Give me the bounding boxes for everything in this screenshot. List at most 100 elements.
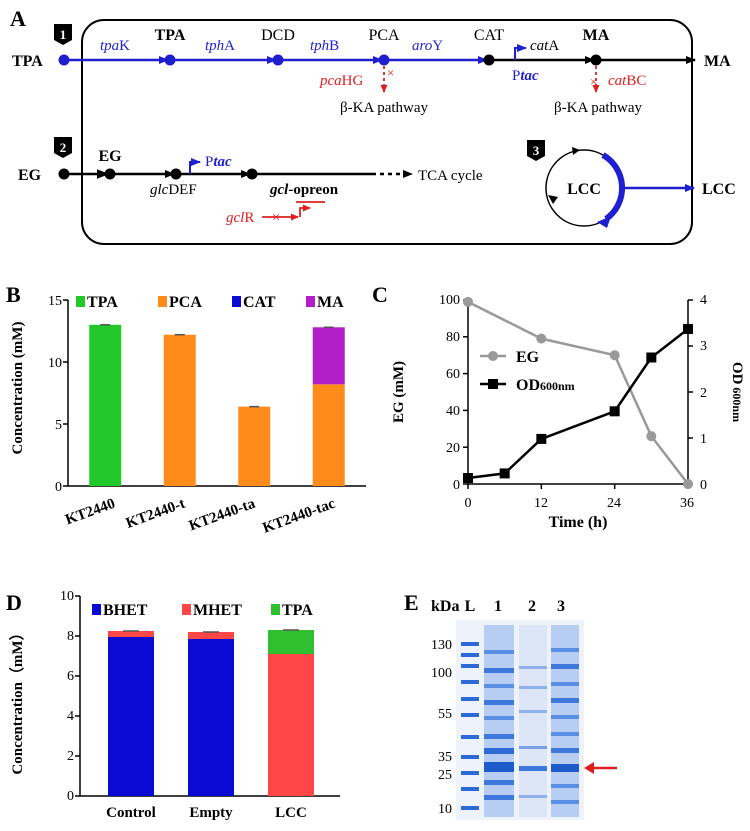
b-ytick: 5 [55, 418, 62, 433]
c-xtick: 0 [465, 496, 472, 511]
cata-label: catA [530, 38, 559, 54]
pcahg-cross-icon: × [387, 65, 394, 80]
bar-tpa-2 [268, 630, 314, 654]
bar-tpa-0 [89, 324, 122, 486]
c-xtick: 36 [680, 496, 694, 511]
d-xtick: Control [106, 805, 156, 821]
d-ytick: 2 [67, 749, 74, 764]
panel-d-legend: BHET MHET TPA [92, 602, 313, 619]
dcd-label: DCD [261, 27, 295, 44]
panel-c-letter: C [372, 282, 388, 307]
lane-label-2: 2 [528, 598, 536, 615]
od-point [646, 352, 657, 363]
b-ytick: 10 [48, 356, 62, 371]
panel-a: A 1 TPA tpaK TPA tphA DCD tphB PCA aroY … [10, 6, 736, 245]
legend-bhet: BHET [103, 602, 148, 619]
ptac2-promoter-icon [189, 158, 201, 174]
panel-b-legend: TPA PCA CAT MA [76, 294, 344, 311]
legend-swatch-pca [158, 296, 167, 307]
svg-text:3: 3 [533, 143, 540, 158]
panel-c: C EG (mM) OD 600nm 0 20 40 60 80 100 0 1… [372, 282, 745, 531]
panel-b-plot [63, 299, 366, 487]
c-ytick-left: 20 [446, 441, 460, 456]
b-ytick: 0 [55, 480, 62, 495]
marker-labels: 130 100 55 35 25 10 [431, 638, 452, 817]
glcdef-label: glcDEF [150, 182, 197, 198]
od-point [463, 473, 473, 484]
bar-mhet-0 [108, 631, 154, 637]
lcc-plasmid-label: LCC [567, 181, 601, 198]
bar-bhet-1 [188, 639, 234, 796]
d-xtick: LCC [275, 805, 307, 821]
gcl-operon-label: gcl-opreon [269, 182, 339, 198]
pca-label: PCA [368, 27, 400, 44]
legend-swatch-tpa-d [271, 604, 280, 615]
d-ytick: 4 [67, 709, 74, 724]
legend-eg-marker [488, 351, 498, 361]
lane-1 [484, 625, 514, 817]
panel-c-legend: EG OD600nm [480, 349, 575, 394]
tpa-external-label: TPA [12, 53, 43, 70]
ptac-label: Ptac [512, 68, 539, 84]
lane-label-1: 1 [494, 598, 502, 615]
eg-intracellular-label: EG [98, 148, 122, 165]
d-ytick: 6 [67, 669, 74, 684]
sds-page-gel [456, 620, 584, 820]
eg-point [609, 350, 620, 361]
kda-label: kDa [431, 598, 459, 615]
legend-swatch-ma [306, 296, 315, 307]
b-ytick: 15 [48, 294, 62, 309]
eg-node-ext [58, 168, 70, 180]
dcd-node [272, 54, 284, 66]
panel-c-xticks: 0 12 24 36 [465, 496, 695, 511]
panel-b-letter: B [6, 282, 21, 307]
panel-c-ylabel-right: OD 600nm [729, 362, 745, 422]
badge-1: 1 [54, 24, 72, 45]
bka-pathway-2: β-KA pathway [554, 100, 643, 116]
gclr-cross-icon: × [272, 210, 280, 226]
lane-2 [519, 625, 547, 817]
c-xtick: 24 [607, 496, 621, 511]
tphb-label: tphB [310, 38, 339, 54]
panel-d-letter: D [6, 590, 22, 615]
tpak-label: tpaK [100, 38, 130, 54]
tca-cycle-label: TCA cycle [418, 168, 483, 184]
panel-c-xlabel: Time (h) [549, 514, 608, 531]
svg-text:1: 1 [60, 27, 67, 42]
panel-b-ylabel: Concentration (mM) [10, 322, 26, 455]
c-ytick-right: 1 [700, 432, 707, 447]
legend-tpa-d: TPA [282, 602, 313, 619]
panel-e: E kDa L 1 2 3 [404, 590, 617, 820]
c-ytick-right: 2 [700, 386, 707, 401]
panel-c-yticks-right: 0 1 2 3 4 [700, 293, 707, 493]
c-ytick-left: 100 [439, 293, 460, 308]
c-ytick-left: 80 [446, 330, 460, 345]
c-xtick: 12 [534, 496, 548, 511]
gclr-label: gclR [226, 210, 254, 226]
c-ytick-left: 60 [446, 367, 460, 382]
lane-label-3: 3 [557, 598, 565, 615]
catbc-cross-icon: × [590, 74, 597, 89]
legend-swatch-bhet [92, 604, 101, 615]
panel-d-xticks: Control Empty LCC [106, 805, 307, 821]
eg-external-label: EG [18, 167, 42, 184]
legend-swatch-cat [232, 296, 241, 307]
ma-external-label: MA [704, 53, 731, 70]
panel-b-xticks: KT2440 KT2440-t KT2440-ta KT2440-tac [63, 496, 337, 537]
panel-e-letter: E [404, 590, 419, 615]
tpa-intracellular-label: TPA [155, 27, 186, 44]
pcahg-label: pcaHG [319, 73, 364, 89]
panel-b-yticks: 0 5 10 15 [48, 294, 62, 495]
eg-point [463, 296, 473, 307]
c-ytick-left: 0 [453, 478, 460, 493]
od-point [609, 406, 620, 417]
tpa-node-ext [58, 54, 70, 66]
pca-node [378, 54, 390, 66]
b-xtick: KT2440-tac [261, 496, 338, 537]
c-ytick-right: 4 [700, 293, 707, 308]
eg-node [104, 168, 116, 180]
eg-point [536, 333, 547, 344]
legend-od: OD600nm [516, 377, 575, 394]
eg-point [683, 479, 693, 489]
badge-2: 2 [54, 137, 72, 158]
